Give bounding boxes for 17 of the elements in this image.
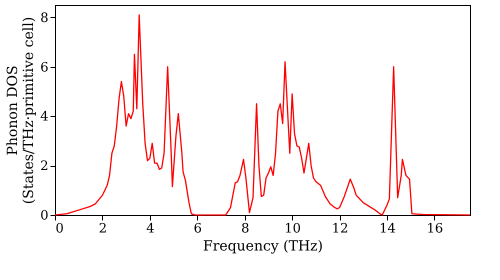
x-tick-label: 2 xyxy=(98,222,108,236)
y-tick-label: 4 xyxy=(40,110,48,125)
x-tick-label: 14 xyxy=(379,222,396,236)
y-tick-label: 8 xyxy=(40,10,48,26)
x-tick-label: 0 xyxy=(56,222,64,236)
x-tick-label: 16 xyxy=(426,222,444,236)
x-tick-label: 4 xyxy=(146,222,154,236)
line-series xyxy=(54,14,471,216)
y-tick-label: 0 xyxy=(40,208,48,224)
y-tick-label: 2 xyxy=(40,159,48,174)
x-tick-label: 8 xyxy=(241,222,250,236)
x-axis-title: Frequency (THz) xyxy=(202,238,324,254)
x-tick-label: 12 xyxy=(332,222,348,236)
x-tick-label: 10 xyxy=(284,222,301,236)
y-tick-label: 6 xyxy=(40,60,48,76)
x-tick-label: 6 xyxy=(194,222,202,236)
y-axis-title: Phonon DOS (States/THz·primitive cell) xyxy=(5,16,38,204)
